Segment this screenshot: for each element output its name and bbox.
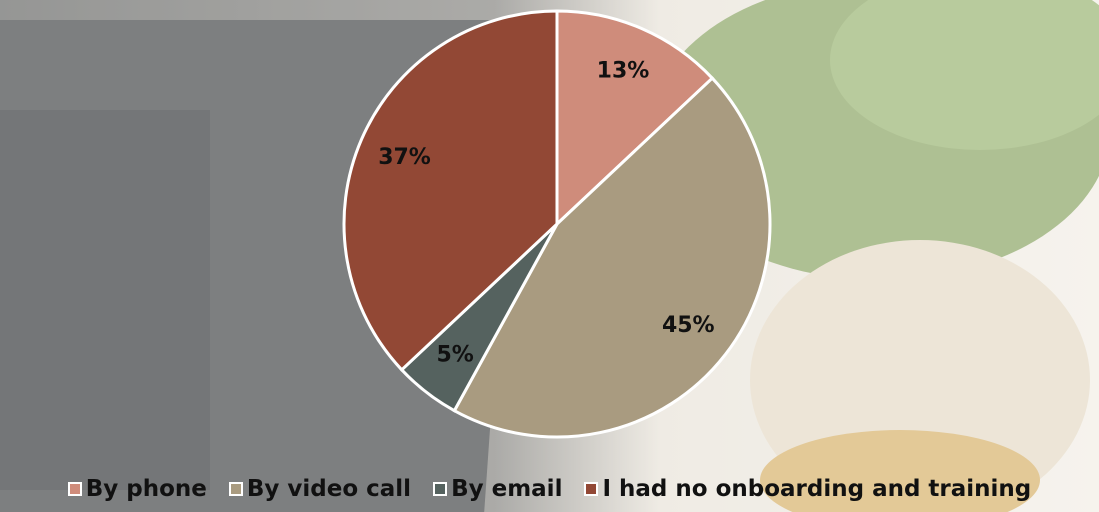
legend-item: By email bbox=[433, 476, 562, 502]
pie-slice bbox=[555, 9, 715, 228]
pie-slice bbox=[342, 9, 559, 372]
legend-item: By video call bbox=[228, 476, 412, 502]
data-label: 45% bbox=[662, 313, 715, 338]
legend-swatch bbox=[433, 482, 448, 496]
plant bbox=[830, 0, 1099, 150]
app-panel bbox=[0, 110, 210, 490]
legend-label: By video call bbox=[246, 476, 412, 502]
data-label: 37% bbox=[378, 145, 431, 170]
legend-label: I had no onboarding and training bbox=[602, 476, 1032, 502]
legend-swatch bbox=[67, 482, 82, 496]
data-label: 5% bbox=[436, 342, 473, 367]
legend-label: By phone bbox=[85, 476, 207, 502]
legend: By phone By video call By email I had no on… bbox=[0, 476, 1099, 502]
legend-swatch bbox=[228, 482, 243, 496]
pie-slice bbox=[452, 76, 772, 439]
data-label: 13% bbox=[597, 59, 650, 84]
legend-item: By phone bbox=[67, 476, 207, 502]
legend-item: I had no onboarding and training bbox=[584, 476, 1031, 502]
legend-swatch bbox=[584, 482, 599, 496]
jar-contents bbox=[760, 430, 1040, 512]
legend-label: By email bbox=[451, 476, 563, 502]
